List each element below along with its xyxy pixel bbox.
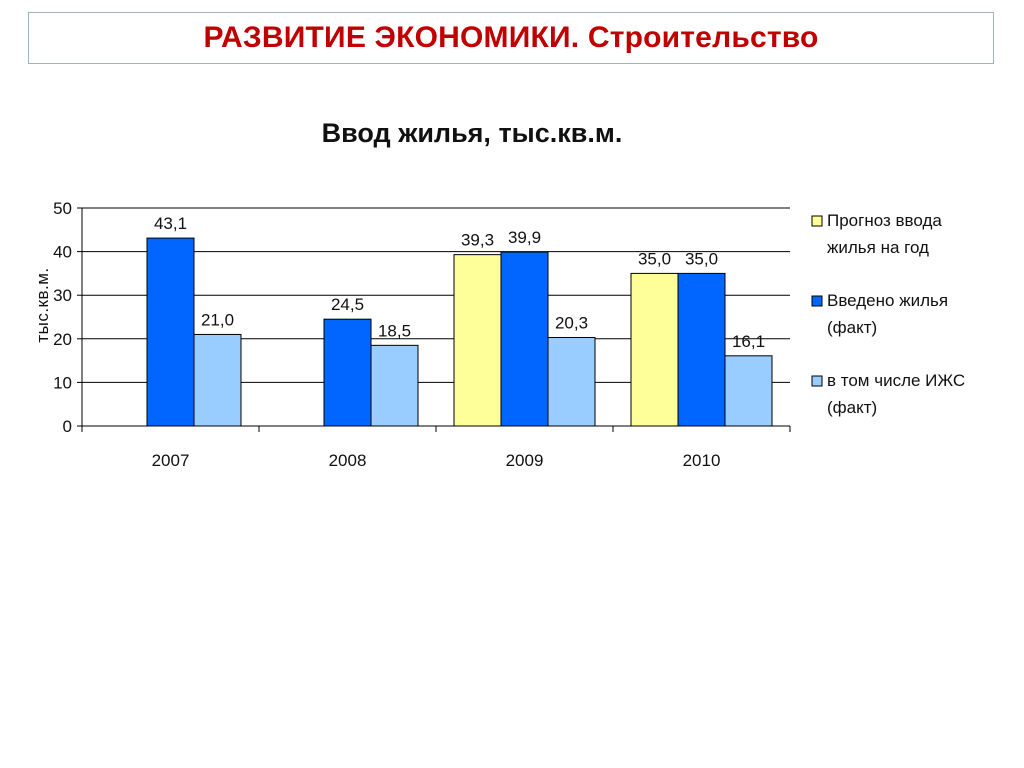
bar <box>323 318 372 427</box>
legend-swatch <box>811 295 823 307</box>
y-tick-label: 0 <box>63 417 72 436</box>
data-label: 18,5 <box>378 321 411 340</box>
bar <box>453 254 502 427</box>
bar <box>500 251 549 427</box>
legend-label: (факт) <box>827 318 877 337</box>
y-tick-label: 30 <box>53 286 72 305</box>
data-label: 35,0 <box>685 249 718 268</box>
y-tick-label: 20 <box>53 330 72 349</box>
y-tick-label: 10 <box>53 373 72 392</box>
legend: Прогноз ввода жилья на год Введено жилья (ф… <box>811 211 965 417</box>
bar <box>146 237 195 427</box>
data-label: 20,3 <box>555 313 588 332</box>
legend-label: жилья на год <box>827 238 929 257</box>
legend-label: (факт) <box>827 398 877 417</box>
chart-title: Ввод жилья, тыс.кв.м. <box>322 118 623 148</box>
x-tick-label: 2010 <box>683 451 721 470</box>
bar <box>547 336 596 427</box>
data-label: 39,3 <box>461 231 494 250</box>
data-label: 21,0 <box>201 310 234 329</box>
legend-swatch <box>811 215 823 227</box>
data-label: 16,1 <box>732 332 765 351</box>
x-tick-label: 2009 <box>506 451 544 470</box>
bar <box>193 333 242 427</box>
y-axis-title: тыс.кв.м. <box>33 267 52 342</box>
x-tick-label: 2008 <box>329 451 367 470</box>
legend-label: в том числе ИЖС <box>827 371 965 390</box>
y-tick-label: 40 <box>53 243 72 262</box>
bar <box>677 272 726 427</box>
data-label: 35,0 <box>638 249 671 268</box>
bars <box>146 237 773 427</box>
y-tick-label: 50 <box>53 199 72 218</box>
bar <box>630 272 679 427</box>
legend-swatch <box>811 375 823 387</box>
bar <box>724 355 773 427</box>
data-labels: 43,1 21,0 24,5 18,5 39,3 39,9 20,3 35,0 35,0 16,1 <box>154 214 765 351</box>
axes: 0 10 20 30 40 50 2007 2008 2009 2010 <box>53 199 791 470</box>
x-tick-label: 2007 <box>152 451 190 470</box>
header-frame: РАЗВИТИЕ ЭКОНОМИКИ. Строительство <box>28 12 994 64</box>
data-label: 43,1 <box>154 214 187 233</box>
data-label: 39,9 <box>508 228 541 247</box>
legend-label: Прогноз ввода <box>827 211 942 230</box>
legend-label: Введено жилья <box>827 291 948 310</box>
page-title: РАЗВИТИЕ ЭКОНОМИКИ. Строительство <box>203 21 819 54</box>
bar <box>370 344 419 427</box>
data-label: 24,5 <box>331 295 364 314</box>
